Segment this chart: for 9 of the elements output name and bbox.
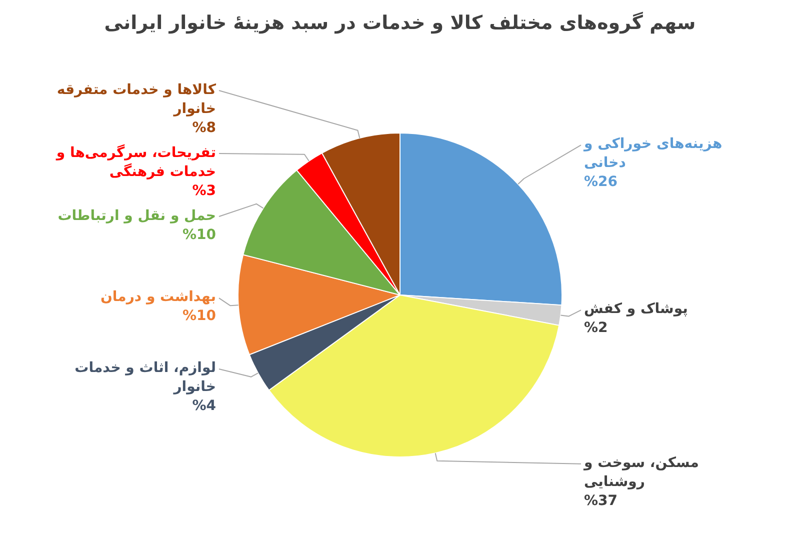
slice-label: بهداشت و درمان (100, 288, 216, 308)
slice-label: کالاها و خدمات متفرقه خانوار (56, 80, 216, 119)
slice-label: پوشاک و کفش (584, 300, 688, 320)
title: سهم گروه‌های مختلف کالا و خدمات در سبد هزینهٔ خانوار ایرانی (103, 12, 697, 34)
slice-label: لوازم، اثاث و خدمات خانوار (74, 358, 216, 397)
slice-label: تفریحات، سرگرمی‌ها و خدمات فرهنگی (54, 144, 216, 182)
slice-label: هزینه‌های خوراکی و دخانی (584, 135, 724, 174)
slice-label: مسکن، سوخت و روشنایی (584, 454, 700, 492)
slice-label: حمل و نقل و ارتباطات (58, 206, 216, 226)
